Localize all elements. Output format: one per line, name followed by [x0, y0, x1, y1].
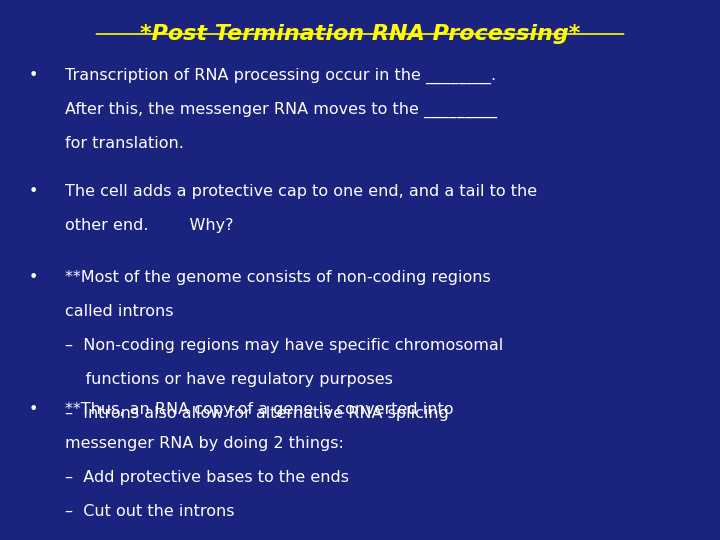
Text: –  Cut out the introns: – Cut out the introns: [65, 504, 234, 519]
Text: for translation.: for translation.: [65, 136, 184, 151]
Text: •: •: [29, 68, 38, 83]
Text: Transcription of RNA processing occur in the ________.: Transcription of RNA processing occur in…: [65, 68, 506, 84]
Text: *Post Termination RNA Processing*: *Post Termination RNA Processing*: [140, 24, 580, 44]
Text: •: •: [29, 270, 38, 285]
Text: called introns: called introns: [65, 304, 174, 319]
Text: The cell adds a protective cap to one end, and a tail to the: The cell adds a protective cap to one en…: [65, 184, 537, 199]
Text: other end.        Why?: other end. Why?: [65, 218, 233, 233]
Text: **Thus, an RNA copy of a gene is converted into: **Thus, an RNA copy of a gene is convert…: [65, 402, 454, 417]
Text: **Most of the genome consists of non-coding regions: **Most of the genome consists of non-cod…: [65, 270, 490, 285]
Text: –  Introns also allow for alternative RNA splicing: – Introns also allow for alternative RNA…: [65, 406, 449, 421]
Text: functions or have regulatory purposes: functions or have regulatory purposes: [65, 372, 392, 387]
Text: –  Add protective bases to the ends: – Add protective bases to the ends: [65, 470, 348, 485]
Text: •: •: [29, 402, 38, 417]
Text: messenger RNA by doing 2 things:: messenger RNA by doing 2 things:: [65, 436, 343, 451]
Text: After this, the messenger RNA moves to the _________: After this, the messenger RNA moves to t…: [65, 102, 497, 118]
Text: –  Non-coding regions may have specific chromosomal: – Non-coding regions may have specific c…: [65, 338, 503, 353]
Text: •: •: [29, 184, 38, 199]
